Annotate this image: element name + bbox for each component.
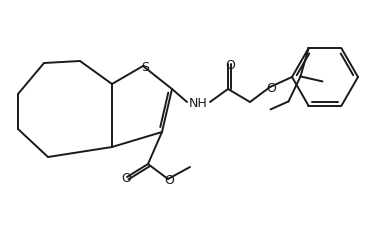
Text: O: O xyxy=(121,171,131,184)
Text: O: O xyxy=(266,81,276,94)
Text: O: O xyxy=(164,173,174,186)
Text: O: O xyxy=(225,58,235,71)
Text: S: S xyxy=(141,60,149,73)
Text: NH: NH xyxy=(188,96,207,109)
